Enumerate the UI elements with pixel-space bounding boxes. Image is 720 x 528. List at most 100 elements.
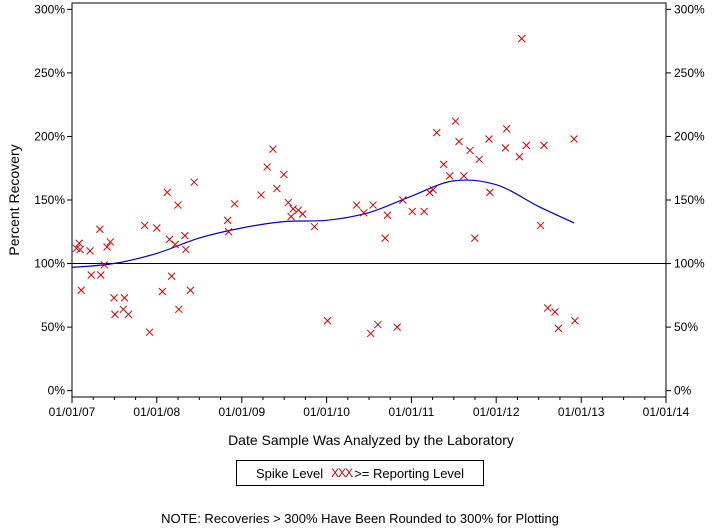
x-axis: 01/01/07 01/01/08 01/01/09 01/01/10 01/01/11…	[49, 397, 690, 419]
data-point	[517, 34, 526, 43]
data-point	[106, 238, 115, 246]
data-point	[570, 135, 578, 143]
y-tick-label-left: 150%	[34, 193, 65, 207]
data-point	[273, 184, 281, 193]
data-point	[174, 201, 182, 209]
data-point	[280, 170, 288, 179]
legend-entry: >= Reporting Level	[354, 465, 465, 481]
data-point	[571, 316, 579, 325]
data-point	[75, 239, 84, 248]
y-tick-label-left: 300%	[34, 2, 65, 16]
data-point	[393, 323, 402, 331]
data-point	[163, 188, 172, 197]
data-point	[284, 198, 293, 207]
data-point	[103, 243, 111, 251]
data-point	[140, 221, 149, 230]
data-point	[269, 145, 277, 154]
data-point	[158, 287, 167, 296]
data-point	[398, 196, 407, 204]
data-point	[171, 240, 179, 249]
data-point	[96, 271, 105, 279]
data-point	[408, 207, 417, 216]
y-tick-label-right: 50%	[674, 320, 698, 334]
data-point	[522, 141, 531, 150]
legend-label: Spike Level	[255, 465, 324, 481]
data-point	[554, 324, 563, 333]
data-point	[76, 245, 84, 254]
data-point	[515, 152, 524, 161]
data-point	[190, 178, 199, 187]
data-point	[451, 117, 460, 126]
x-tick-label: 01/01/13	[558, 405, 605, 419]
data-point	[181, 245, 190, 254]
data-point	[111, 310, 119, 319]
data-point	[501, 144, 510, 152]
plot-note: NOTE: Recoveries > 300% Have Been Rounde…	[161, 511, 559, 526]
data-point	[87, 271, 96, 279]
data-point	[460, 171, 468, 180]
x-tick-label: 01/01/07	[49, 405, 96, 419]
y-tick-label-right: 150%	[674, 193, 705, 207]
data-point	[186, 286, 195, 295]
data-point	[352, 201, 361, 209]
data-point	[466, 146, 474, 155]
x-tick-label: 01/01/12	[473, 405, 520, 419]
y-tick-label-right: 250%	[674, 66, 705, 80]
data-point	[383, 211, 392, 220]
data-point	[439, 160, 448, 169]
y-axis-right: 0% 50% 100% 150% 200% 250% 300%	[666, 2, 705, 398]
data-point	[502, 124, 511, 133]
data-point	[470, 234, 479, 242]
y-tick-label-left: 0%	[48, 384, 66, 398]
data-point	[152, 224, 161, 232]
data-point	[374, 320, 382, 329]
data-point	[86, 246, 94, 255]
data-points	[72, 34, 579, 338]
data-point	[77, 286, 86, 295]
x-tick-label: 01/01/11	[388, 405, 434, 419]
x-tick-label: 01/01/10	[303, 405, 350, 419]
data-point	[420, 207, 429, 216]
data-point	[359, 208, 368, 217]
data-point	[120, 294, 129, 302]
data-point	[181, 231, 189, 240]
data-point	[289, 205, 298, 213]
data-point	[425, 188, 434, 197]
data-point	[110, 294, 118, 302]
data-point	[543, 304, 552, 312]
data-point	[230, 199, 239, 208]
data-point	[175, 305, 183, 314]
legend: Spike Level XXX >= Reporting Level	[236, 460, 484, 486]
data-point	[100, 260, 109, 269]
data-point	[381, 234, 389, 242]
data-point	[257, 191, 265, 199]
plot-frame	[71, 2, 667, 398]
data-point	[124, 310, 133, 319]
data-point	[298, 210, 307, 218]
x-tick-label: 01/01/14	[643, 405, 690, 419]
data-point	[551, 307, 559, 316]
y-tick-label-right: 200%	[674, 129, 705, 143]
y-axis-label: Percent Recovery	[6, 144, 22, 255]
data-point	[486, 188, 494, 197]
data-point	[145, 328, 154, 337]
y-tick-label-left: 250%	[34, 66, 65, 80]
y-tick-label-left: 100%	[34, 257, 65, 271]
x-tick-label: 01/01/09	[218, 405, 265, 419]
data-point	[223, 216, 232, 225]
legend-marker-icon: XXX	[331, 466, 353, 480]
data-point	[287, 212, 295, 221]
data-point	[224, 227, 233, 236]
y-tick-label-right: 100%	[674, 257, 705, 271]
data-point	[369, 201, 377, 209]
x-axis-label: Date Sample Was Analyzed by the Laborato…	[228, 432, 514, 448]
data-point	[455, 137, 463, 146]
data-point	[323, 316, 332, 325]
data-point	[366, 329, 375, 338]
data-point	[536, 221, 545, 230]
data-point	[310, 222, 319, 231]
data-point	[96, 225, 104, 234]
data-point	[485, 135, 493, 143]
x-tick-label: 01/01/08	[133, 405, 180, 419]
trend-line	[71, 179, 575, 268]
